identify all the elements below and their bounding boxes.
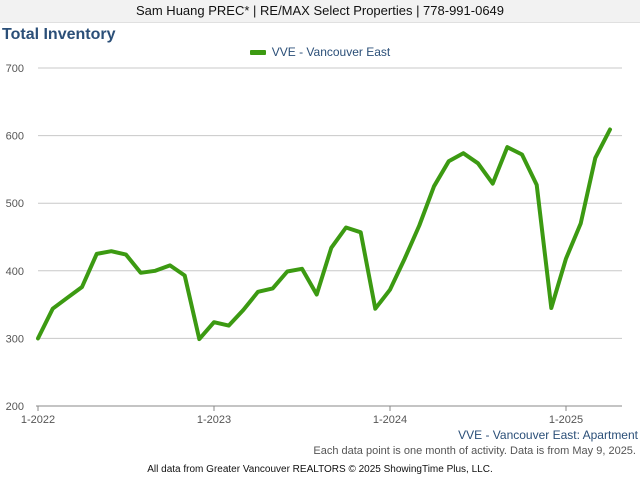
legend-label: VVE - Vancouver East xyxy=(271,45,391,59)
x-tick-label: 1-2023 xyxy=(197,414,231,426)
y-tick-label: 400 xyxy=(6,266,24,278)
legend[interactable]: VVE - Vancouver East xyxy=(0,45,640,59)
x-tick-label: 1-2025 xyxy=(549,414,583,426)
data-footnote: Each data point is one month of activity… xyxy=(313,445,636,457)
series-line xyxy=(36,127,612,342)
y-tick-label: 700 xyxy=(6,63,24,75)
y-tick-label: 200 xyxy=(6,401,24,413)
legend-swatch xyxy=(249,50,266,56)
y-tick-label: 600 xyxy=(6,131,24,143)
y-tick-label: 300 xyxy=(6,333,24,345)
y-tick-label: 500 xyxy=(6,198,24,210)
x-tick-label: 1-2022 xyxy=(21,414,55,426)
x-tick-label: 1-2024 xyxy=(373,414,407,426)
chart-title: Total Inventory xyxy=(2,26,116,43)
chart-subtitle: VVE - Vancouver East: Apartment xyxy=(458,428,638,442)
agent-header: Sam Huang PREC* | RE/MAX Select Properti… xyxy=(0,0,640,23)
data-credit: All data from Greater Vancouver REALTORS… xyxy=(147,464,493,475)
